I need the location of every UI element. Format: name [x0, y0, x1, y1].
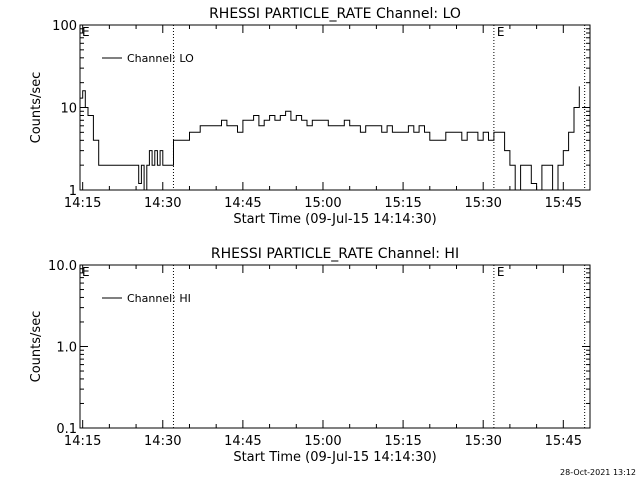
- y-tick-label: 10: [60, 102, 77, 117]
- x-tick-label: 15:15: [384, 196, 421, 211]
- x-tick-label: 15:45: [545, 434, 582, 449]
- x-tick-label: 14:15: [64, 434, 101, 449]
- x-tick-label: 14:30: [144, 434, 181, 449]
- plot-frame: [79, 264, 591, 429]
- time-marker-label: E: [497, 265, 505, 279]
- x-tick-label: 15:15: [384, 434, 421, 449]
- legend-entry: Channel: LO: [127, 52, 194, 65]
- y-tick-label: 10.0: [48, 259, 77, 274]
- chart-panel-lo: RHESSI PARTICLE_RATE Channel: LO 1 10 100 14…: [29, 6, 591, 227]
- x-tick-label: 14:45: [224, 434, 261, 449]
- chart-panel-hi: RHESSI PARTICLE_RATE Channel: HI 0.1 1.0 10…: [29, 246, 591, 465]
- x-tick-label: 14:15: [64, 196, 101, 211]
- legend-entry: Channel: HI: [127, 292, 191, 305]
- x-tick-label: 14:30: [144, 196, 181, 211]
- chart-title: RHESSI PARTICLE_RATE Channel: LO: [209, 6, 461, 22]
- y-tick-label: 0.1: [56, 422, 77, 437]
- y-axis-label: Counts/sec: [29, 311, 44, 383]
- x-tick-label: 15:30: [464, 434, 501, 449]
- time-marker-label: E: [497, 25, 505, 39]
- x-tick-label: 15:00: [304, 434, 341, 449]
- y-tick-label: 100: [52, 19, 77, 34]
- y-tick-label: 1: [69, 184, 77, 199]
- corner-label: E: [82, 265, 90, 279]
- series-line: [80, 86, 580, 191]
- x-tick-label: 15:30: [464, 196, 501, 211]
- x-axis-label: Start Time (09-Jul-15 14:14:30): [233, 212, 436, 227]
- y-tick-label: 1.0: [56, 341, 77, 356]
- x-tick-label: 15:00: [304, 196, 341, 211]
- footer-timestamp: 28-Oct-2021 13:12: [560, 468, 636, 477]
- x-tick-label: 15:45: [545, 196, 582, 211]
- x-tick-label: 14:45: [224, 196, 261, 211]
- x-axis-label: Start Time (09-Jul-15 14:14:30): [233, 450, 436, 465]
- y-axis-label: Counts/sec: [29, 72, 44, 144]
- chart-title: RHESSI PARTICLE_RATE Channel: HI: [211, 246, 459, 262]
- corner-label: E: [82, 25, 90, 39]
